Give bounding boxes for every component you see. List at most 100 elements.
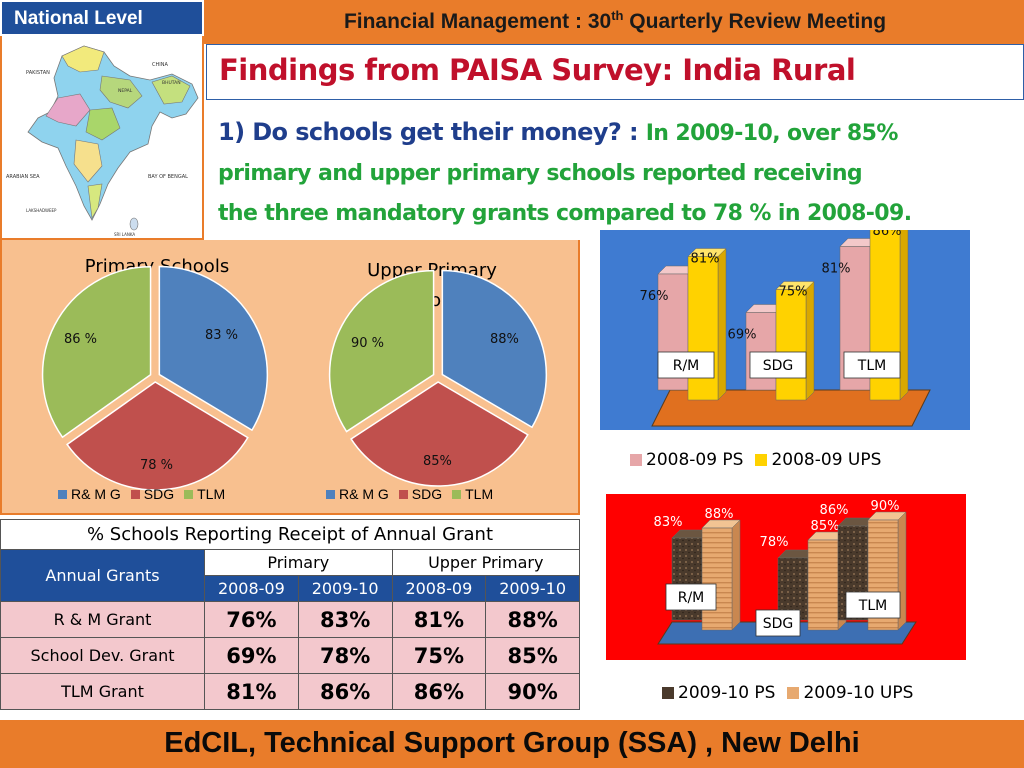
cell-value: 78%: [297, 637, 393, 674]
pie-primary-label-sdg: 78 %: [140, 458, 174, 473]
table-year: 2008-09: [391, 575, 487, 602]
legend-item-2008-09-ps: 2008-09 PS: [630, 450, 743, 470]
legend-item-rmg: R& M G: [326, 486, 389, 502]
pie-slice-sdg: [350, 381, 529, 487]
table-row-header: Annual Grants: [0, 549, 205, 602]
india-map-image: PAKISTAN CHINA NEPAL BHUTAN ARABIAN SEA …: [2, 36, 202, 238]
bar-chart-2009-10: 83% 88% R/M 78% 85% SDG 86% 90% TLM: [606, 494, 966, 660]
category-label-box: [665, 583, 717, 611]
pie-upper-label-sdg: 85%: [423, 454, 452, 469]
legend-item-tlm: TLM: [184, 486, 225, 502]
pie-primary: [41, 265, 269, 491]
legend-item-2009-10-ups: 2009-10 UPS: [787, 683, 913, 703]
legend-item-sdg: SDG: [130, 486, 174, 502]
pie-primary-label-tlm: 86 %: [64, 332, 98, 347]
bar-chart-2008-09: 76% 81% R/M 69% 75% SDG 81% 86% TLM: [600, 230, 970, 430]
india-map: PAKISTAN CHINA NEPAL BHUTAN ARABIAN SEA …: [0, 36, 204, 240]
legend-item-tlm: TLM: [452, 486, 493, 502]
cell-value: 86%: [297, 673, 393, 710]
cell-value: 86%: [391, 673, 487, 710]
bar-2008-09-ups-sdg: [775, 289, 807, 401]
pie-slice-sdg: [66, 381, 249, 491]
bar-data-label: 78%: [760, 535, 789, 550]
bar-data-label: 81%: [822, 262, 851, 277]
category-label-box: [749, 351, 807, 379]
cell-value: 83%: [297, 601, 393, 638]
table-row: School Dev. Grant 69% 78% 75% 85%: [0, 637, 580, 674]
question-block: 1) Do schools get their money? : In 2009…: [218, 112, 998, 234]
pie-primary-label-rmg: 83 %: [205, 328, 239, 343]
row-name: R & M Grant: [0, 601, 205, 638]
table-year: 2008-09: [204, 575, 299, 602]
cell-value: 81%: [204, 673, 299, 710]
category-label-box: [843, 351, 901, 379]
pie-upper-label-rmg: 88%: [490, 332, 519, 347]
map-label-bhutan: BHUTAN: [162, 80, 181, 86]
bar-side: [731, 519, 741, 631]
cell-value: 69%: [204, 637, 299, 674]
bar-side: [899, 230, 909, 401]
bar-data-label: 75%: [779, 285, 808, 300]
category-label: SDG: [763, 358, 794, 374]
pie-slice-tlm: [41, 265, 152, 439]
bar-legend-2009-10: 2009-10 PS 2009-10 UPS: [662, 683, 913, 703]
pie-charts: [41, 265, 548, 491]
findings-title: Findings from PAISA Survey: India Rural: [219, 53, 856, 87]
bar-data-label: 86%: [873, 230, 902, 239]
bars-2008-09: 76% 81% R/M 69% 75% SDG 81% 86% TLM: [640, 230, 931, 427]
bar-data-label: 88%: [705, 507, 734, 522]
legend-item-rmg: R& M G: [58, 486, 121, 502]
level-badge: National Level: [0, 0, 204, 36]
pie-chart-panel: Primary Schools Upper Primary Schools 83…: [0, 240, 580, 515]
category-label: TLM: [858, 598, 887, 614]
table-year: 2009-10: [297, 575, 393, 602]
pie-upper-label-tlm: 90 %: [351, 336, 385, 351]
cell-value: 85%: [485, 637, 580, 674]
bar-data-label: 85%: [811, 519, 840, 534]
category-label: SDG: [763, 616, 794, 632]
pie-slice-r-m-g: [158, 265, 269, 432]
bar-2008-09-ups-rm: [687, 256, 719, 401]
answer-line-2: primary and upper primary schools report…: [218, 161, 863, 186]
table-row: TLM Grant 81% 86% 86% 90%: [0, 673, 580, 710]
bar-legend-2008-09: 2008-09 PS 2008-09 UPS: [630, 450, 881, 470]
map-label-arabian-sea: ARABIAN SEA: [6, 174, 40, 180]
category-label: TLM: [857, 358, 886, 374]
category-label-box: [657, 351, 715, 379]
category-label: R/M: [678, 590, 705, 606]
bars-2009-10: 83% 88% R/M 78% 85% SDG 86% 90% TLM: [654, 499, 917, 645]
cell-value: 75%: [391, 637, 487, 674]
answer-line-3: the three mandatory grants compared to 7…: [218, 201, 912, 226]
answer-line-1: In 2009-10, over 85%: [645, 121, 899, 146]
grants-table: % Schools Reporting Receipt of Annual Gr…: [0, 519, 580, 710]
pie-slice-tlm: [328, 269, 435, 433]
bar-data-label: 76%: [640, 289, 669, 304]
table-caption: % Schools Reporting Receipt of Annual Gr…: [0, 519, 580, 550]
bar-data-label: 69%: [728, 328, 757, 343]
table-year: 2009-10: [485, 575, 580, 602]
category-label-box: [755, 609, 801, 637]
row-name: School Dev. Grant: [0, 637, 205, 674]
map-label-nepal: NEPAL: [118, 88, 133, 94]
legend-item-2008-09-ups: 2008-09 UPS: [755, 450, 881, 470]
bar-data-label: 83%: [654, 515, 683, 530]
map-label-china: CHINA: [152, 62, 168, 68]
findings-box: Findings from PAISA Survey: India Rural: [206, 44, 1024, 100]
bar-data-label: 90%: [871, 499, 900, 514]
bar-data-label: 86%: [820, 503, 849, 518]
question-text: 1) Do schools get their money? :: [218, 118, 646, 146]
pie-upper-primary: [328, 269, 548, 487]
bar-data-label: 81%: [691, 252, 720, 267]
cell-value: 90%: [485, 673, 580, 710]
map-label-lakshadweep: LAKSHADWEEP: [26, 208, 57, 213]
table-row: R & M Grant 76% 83% 81% 88%: [0, 601, 580, 638]
map-label-sri-lanka: SRI LANKA: [114, 232, 135, 237]
map-label-bay-of-bengal: BAY OF BENGAL: [148, 174, 188, 180]
pie-upper-legend: R& M G SDG TLM: [326, 486, 493, 502]
legend-item-sdg: SDG: [398, 486, 442, 502]
category-label: R/M: [673, 358, 700, 374]
bar-2009-10-ups-sdg: [807, 539, 839, 631]
map-label-pakistan: PAKISTAN: [26, 70, 50, 76]
cell-value: 81%: [391, 601, 487, 638]
cell-value: 76%: [204, 601, 299, 638]
